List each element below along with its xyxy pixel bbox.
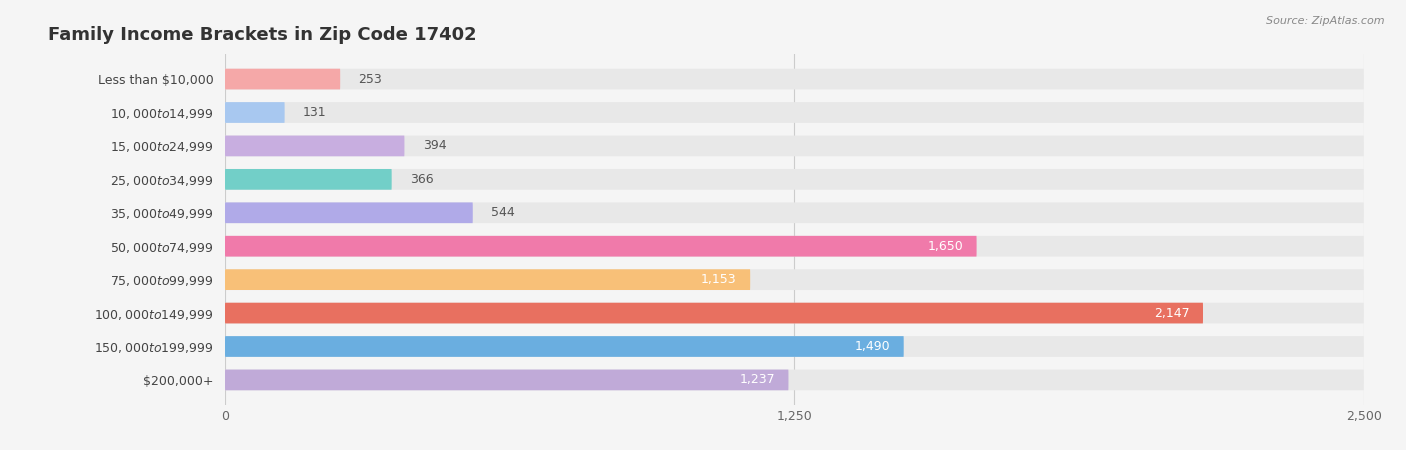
FancyBboxPatch shape [225,202,1364,223]
FancyBboxPatch shape [225,269,1364,290]
FancyBboxPatch shape [225,236,1364,256]
FancyBboxPatch shape [225,169,392,190]
FancyBboxPatch shape [225,303,1364,324]
Text: Source: ZipAtlas.com: Source: ZipAtlas.com [1267,16,1385,26]
FancyBboxPatch shape [225,102,284,123]
Text: 394: 394 [423,140,446,153]
Text: 253: 253 [359,72,382,86]
FancyBboxPatch shape [225,202,472,223]
FancyBboxPatch shape [225,369,789,390]
Text: 131: 131 [302,106,326,119]
FancyBboxPatch shape [225,69,1364,90]
FancyBboxPatch shape [225,69,340,90]
Text: 2,147: 2,147 [1154,306,1189,320]
Text: 366: 366 [411,173,433,186]
FancyBboxPatch shape [225,269,751,290]
Text: Family Income Brackets in Zip Code 17402: Family Income Brackets in Zip Code 17402 [48,26,477,44]
FancyBboxPatch shape [225,169,1364,190]
FancyBboxPatch shape [225,135,1364,156]
FancyBboxPatch shape [225,369,1364,390]
Text: 1,153: 1,153 [702,273,737,286]
FancyBboxPatch shape [225,102,1364,123]
Text: 1,237: 1,237 [740,374,775,387]
FancyBboxPatch shape [225,336,904,357]
FancyBboxPatch shape [225,336,1364,357]
Text: 1,650: 1,650 [927,240,963,253]
Text: 544: 544 [491,206,515,219]
FancyBboxPatch shape [225,135,405,156]
FancyBboxPatch shape [225,303,1204,324]
FancyBboxPatch shape [225,236,977,256]
Text: 1,490: 1,490 [855,340,890,353]
